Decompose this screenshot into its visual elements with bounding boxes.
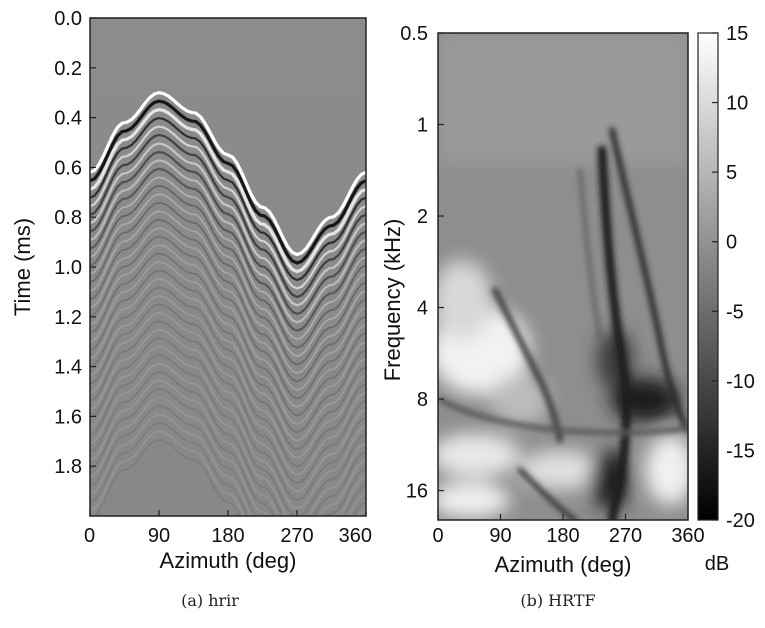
hrir-y-tick-label: 0.8 [54, 207, 82, 229]
hrtf-x-tick-label: 180 [546, 525, 579, 547]
hrir-x-axis-label: Azimuth (deg) [160, 548, 297, 573]
hrir-wavefront [90, 210, 366, 374]
hrir-wavefront [90, 388, 366, 516]
hrir-wavefront [90, 362, 366, 516]
hrir-wavefront [90, 303, 366, 468]
hrtf-x-tick-label: 360 [671, 525, 704, 547]
hrir-wavefront [90, 278, 366, 442]
hrir-caption: (a) hrir [181, 591, 239, 610]
hrir-y-tick-label: 0.2 [54, 58, 82, 80]
hrir-x-tick-label: 90 [148, 525, 170, 547]
hrir-wavefront [90, 345, 366, 510]
hrtf-y-tick-label: 4 [417, 298, 428, 320]
hrir-y-tick-label: 1.0 [54, 257, 82, 279]
hrir-wavefront [90, 227, 366, 391]
hrir-wavefront [90, 286, 366, 451]
hrir-wavefront [90, 150, 366, 315]
hrir-wavefront [90, 133, 366, 299]
hrir-wavefront [90, 159, 366, 324]
hrir-wavefront [90, 413, 366, 516]
hrtf-y-tick-label: 2 [417, 206, 428, 228]
hrtf-x-tick-label: 0 [432, 525, 443, 547]
hrir-x-tick-label: 270 [280, 525, 313, 547]
hrir-wavefront [90, 218, 366, 383]
hrir-y-tick-label: 1.8 [54, 456, 82, 478]
hrtf-x-tick-label: 270 [609, 525, 642, 547]
hrir-plot-area [90, 18, 366, 516]
hrir-wavefront [90, 430, 366, 516]
hrir-x-tick-label: 180 [211, 525, 244, 547]
hrir-wavefront [90, 379, 366, 516]
hrir-wavefront [90, 184, 366, 349]
colorbar-tick-label: -20 [726, 510, 755, 532]
hrir-y-tick-label: 1.6 [54, 406, 82, 428]
colorbar [697, 32, 719, 521]
hrir-wavefront [90, 125, 366, 290]
hrir-wavefront [90, 193, 366, 357]
hrtf-x-tick-label: 90 [489, 525, 511, 547]
hrir-wavefront [94, 438, 241, 516]
hrtf-x-axis-label: Azimuth (deg) [495, 552, 632, 577]
hrir-wavefront [90, 311, 366, 476]
hrir-wavefront [90, 371, 366, 516]
hrir-x-tick-label: 0 [84, 525, 95, 547]
hrir-y-tick-label: 0.6 [54, 157, 82, 179]
hrtf-y-tick-label: 1 [417, 115, 428, 137]
hrir-wavefront [90, 295, 366, 459]
hrtf-y-axis-label: Frequency (kHz) [380, 219, 405, 382]
hrir-wavefront [90, 405, 366, 516]
colorbar-tick-label: -5 [726, 301, 744, 323]
colorbar-tick-label: 5 [726, 162, 737, 184]
hrir-wavefront [90, 337, 366, 501]
hrir-wavefront [90, 328, 366, 493]
hrtf-caption: (b) HRTF [520, 591, 595, 610]
hrir-wavefront [90, 244, 366, 408]
hrir-wavefront [90, 396, 366, 516]
hrir-wavefront [90, 422, 366, 516]
hrir-wavefront [90, 252, 366, 417]
hrir-y-tick-label: 1.4 [54, 357, 82, 379]
hrir-y-ticks: 0.0 0.2 0.4 0.6 0.8 1.0 1.2 1.4 1.6 1.8 [54, 8, 96, 478]
hrir-wavefront [90, 107, 366, 274]
hrtf-y-tick-label: 8 [417, 389, 428, 411]
hrir-wavefront [90, 142, 366, 307]
hrir-waves [90, 91, 366, 516]
hrir-wavefront [90, 201, 366, 366]
hrir-wavefront [90, 235, 366, 400]
hrir-x-ticks: 0 90 180 270 360 [84, 510, 372, 547]
hrtf-x-ticks: 0 90 180 270 360 [432, 514, 705, 547]
hrir-wavefront [90, 354, 366, 516]
hrir-wavefront [90, 269, 366, 434]
hrir-wavefront [90, 99, 366, 265]
hrtf-heatmap [438, 33, 688, 520]
panel-hrir: 0.0 0.2 0.4 0.6 0.8 1.0 1.2 1.4 1.6 1.8 0 90 180 270… [10, 8, 372, 610]
panel-hrtf: 0.5 1 2 4 8 16 0 90 180 270 360 Azimuth (deg) Fre… [380, 23, 755, 610]
hrtf-y-tick-label: 16 [406, 481, 428, 503]
colorbar-tick-label: 10 [726, 93, 748, 115]
hrir-y-axis-label: Time (ms) [10, 218, 35, 316]
hrir-wavefront [90, 320, 366, 484]
colorbar-unit-label: dB [705, 553, 729, 575]
hrir-wavefront [90, 91, 366, 257]
hrir-wavefront [90, 116, 366, 282]
hrtf-y-tick-label: 0.5 [400, 23, 428, 45]
hrir-wavefront [90, 167, 366, 332]
colorbar-ticks: 15 10 5 0 -5 -10 -15 -20 [712, 23, 755, 532]
hrtf-y-ticks: 0.5 1 2 4 8 16 [400, 23, 444, 503]
colorbar-tick-label: 0 [726, 232, 737, 254]
colorbar-tick-label: -15 [726, 440, 755, 462]
hrir-x-tick-label: 360 [339, 525, 372, 547]
hrir-y-tick-label: 0.0 [54, 8, 82, 30]
hrir-y-tick-label: 0.4 [54, 108, 82, 130]
hrir-wavefront [90, 176, 366, 341]
colorbar-tick-label: 15 [726, 23, 748, 45]
hrir-wavefront [90, 261, 366, 425]
hrir-y-tick-label: 1.2 [54, 307, 82, 329]
colorbar-tick-label: -10 [726, 371, 755, 393]
